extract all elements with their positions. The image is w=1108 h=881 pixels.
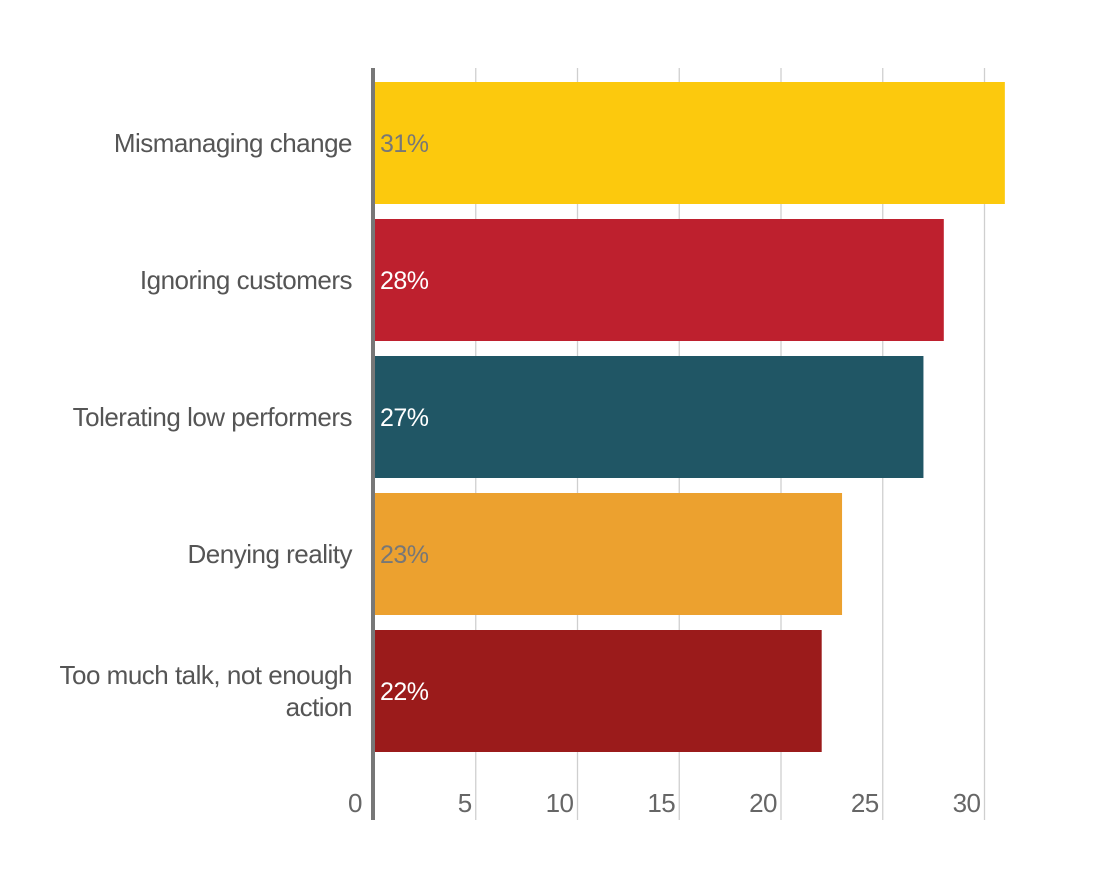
bar-4	[374, 630, 822, 752]
category-label-0-line-0: Mismanaging change	[114, 128, 352, 158]
category-label-0: Mismanaging change	[114, 128, 352, 158]
data-label-4: 22%	[380, 678, 429, 706]
x-tick-label-5: 5	[458, 788, 472, 818]
category-label-3: Denying reality	[188, 539, 353, 569]
bar-2	[374, 356, 924, 478]
category-label-4-line-0: Too much talk, not enough	[60, 660, 352, 690]
x-tick-label-15: 15	[647, 788, 675, 818]
x-tick-label-25: 25	[851, 788, 879, 818]
category-label-1-line-0: Ignoring customers	[140, 265, 353, 295]
bars	[374, 82, 1005, 752]
bar-1	[374, 219, 944, 341]
category-label-4: Too much talk, not enough action	[60, 660, 352, 722]
x-tick-label-30: 30	[953, 788, 981, 818]
category-label-2: Tolerating low performers	[73, 402, 353, 432]
category-label-3-line-0: Denying reality	[188, 539, 353, 569]
bar-3	[374, 493, 843, 615]
x-tick-label-20: 20	[749, 788, 777, 818]
bar-0	[374, 82, 1005, 204]
x-tick-labels: 0 5 10 15 20 25 30	[348, 788, 981, 818]
category-labels: Mismanaging change Ignoring customers Tole…	[60, 128, 353, 722]
category-label-1: Ignoring customers	[140, 265, 353, 295]
data-label-1: 28%	[380, 267, 429, 295]
data-labels: 31% 28% 27% 23% 22%	[380, 130, 429, 706]
x-tick-label-10: 10	[546, 788, 574, 818]
data-label-0: 31%	[380, 130, 429, 158]
data-label-3: 23%	[380, 541, 429, 569]
category-label-2-line-0: Tolerating low performers	[73, 402, 353, 432]
x-tick-label-0: 0	[348, 788, 362, 818]
category-label-4-line-1: action	[286, 692, 352, 722]
data-label-2: 27%	[380, 404, 429, 432]
